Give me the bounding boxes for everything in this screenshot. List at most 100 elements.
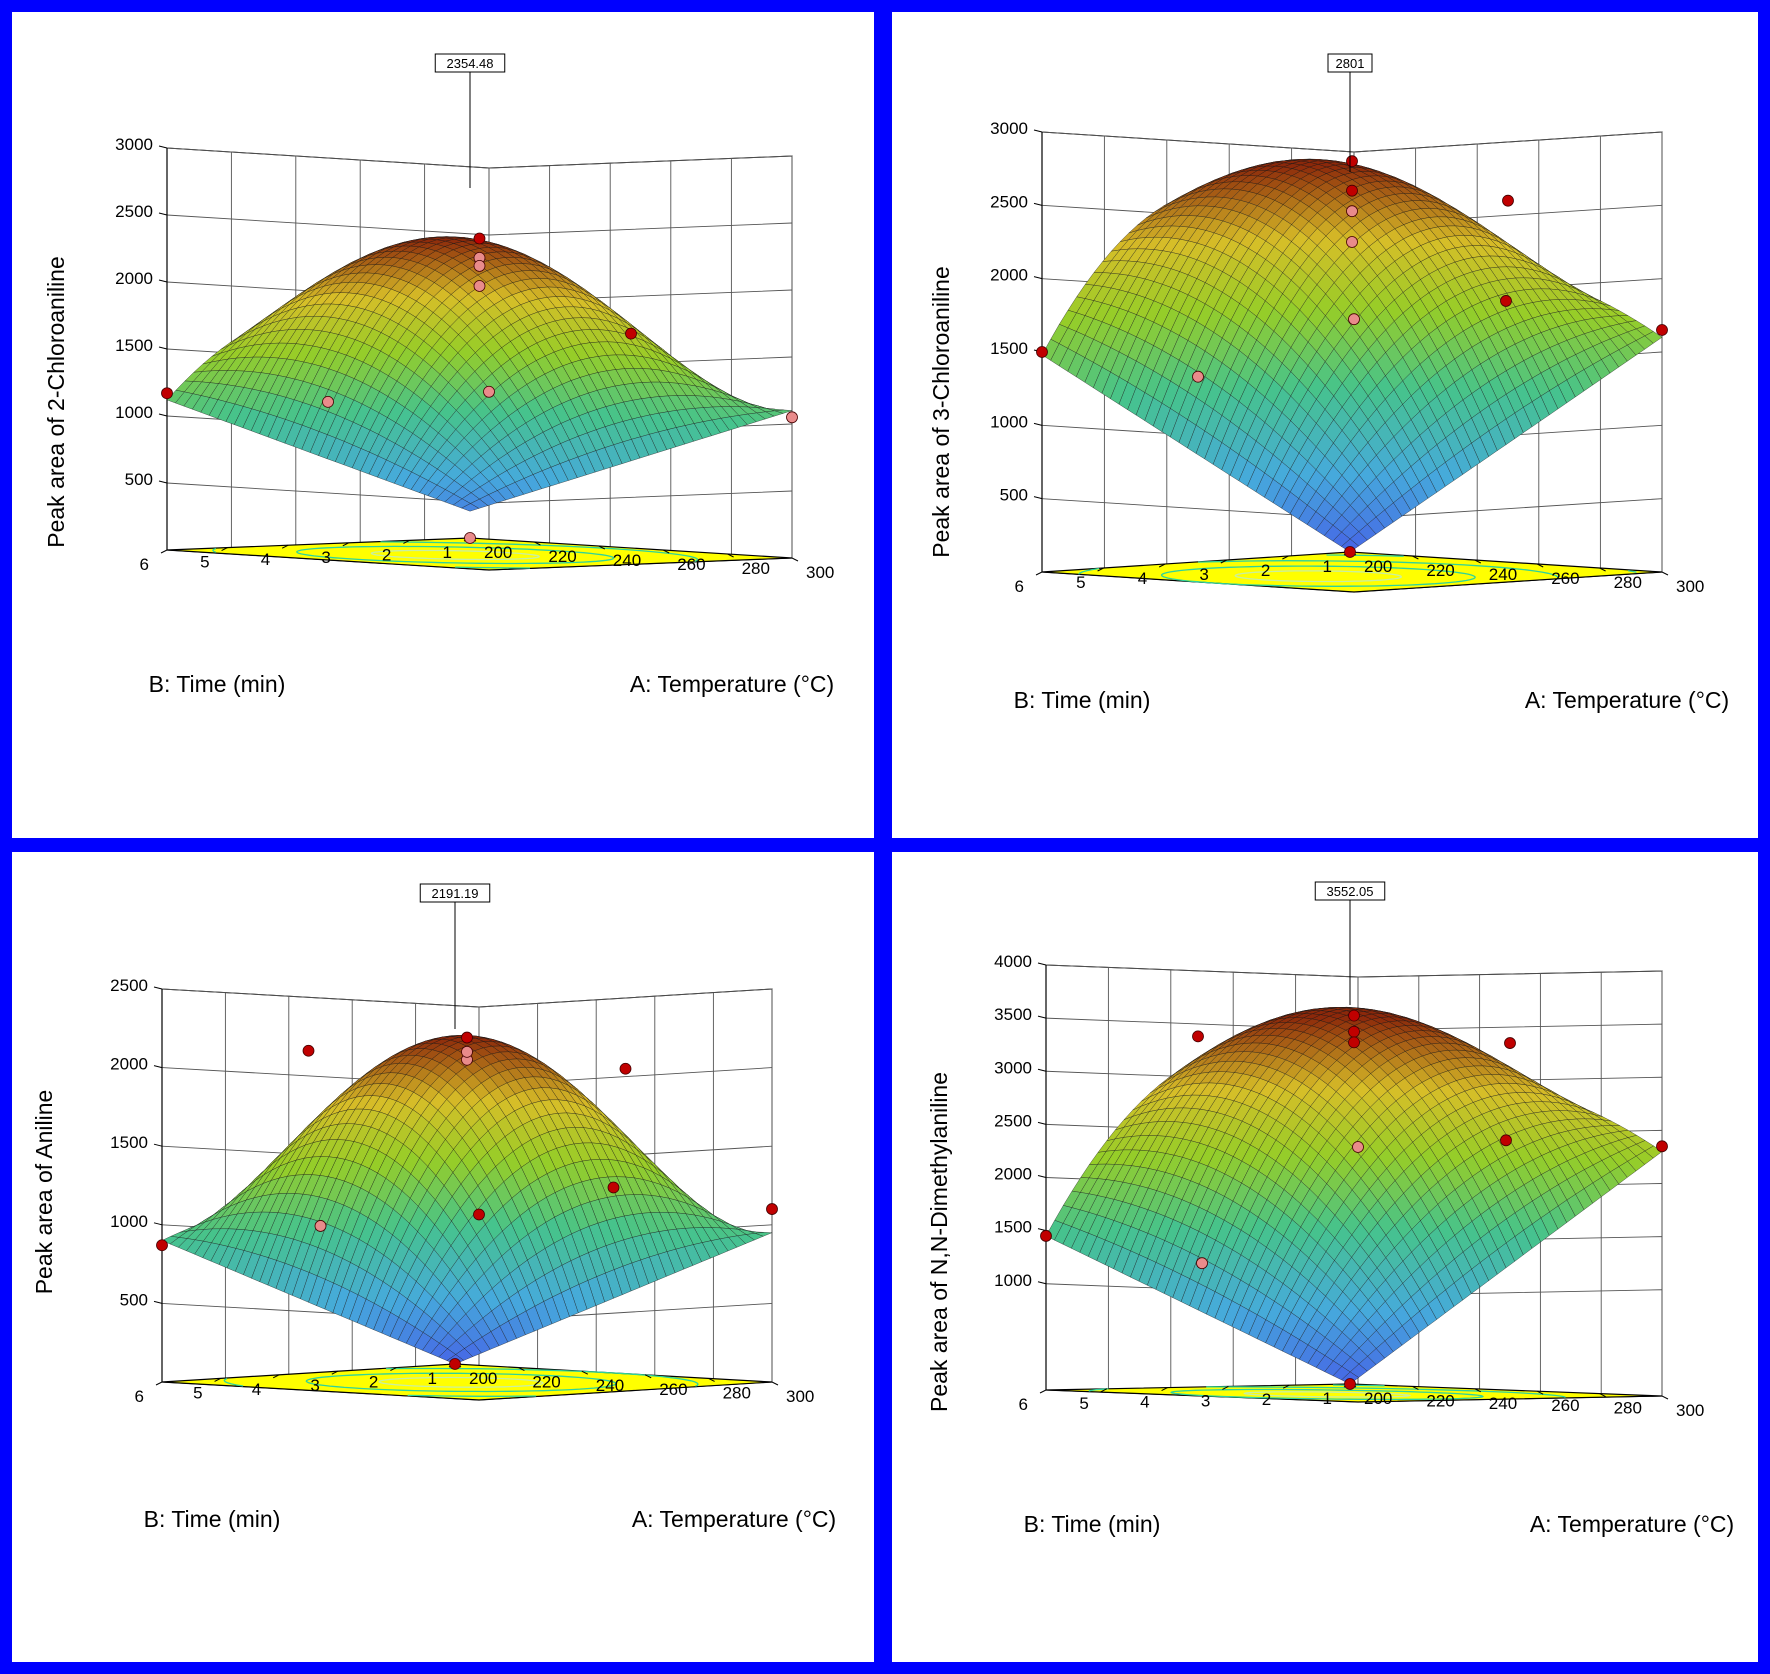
z-gridline [166, 147, 793, 169]
z-tick-label: 2000 [990, 266, 1028, 285]
x-tick-label: 300 [786, 1387, 814, 1406]
design-point [1346, 184, 1358, 197]
y-tick-label: 2 [1262, 1390, 1271, 1409]
y-axis-title: B: Time (min) [144, 1506, 281, 1532]
z-tick-label: 500 [120, 1290, 148, 1309]
design-point [625, 327, 637, 340]
y-axis-title: B: Time (min) [149, 671, 286, 697]
floor-contour [212, 541, 699, 569]
design-points [161, 232, 798, 544]
z-tick-label: 2500 [990, 192, 1028, 211]
z-tick-label: 3000 [115, 135, 153, 154]
design-point [1196, 1257, 1208, 1270]
floor-contour-plane [161, 1363, 773, 1401]
y-tick-label: 3 [1201, 1391, 1210, 1410]
floor-contour [1160, 565, 1476, 587]
max-value-label: 2191.19 [419, 883, 491, 1029]
x-tick-label: 300 [806, 563, 834, 582]
x-tick-label: 200 [1364, 1389, 1392, 1408]
x-tick-label: 260 [659, 1380, 687, 1399]
floor-contour [1234, 570, 1403, 583]
surface-chart-3-chloroaniline: 200 220 240 260 280 300 1 2 3 4 5 6 500 1000 1500 2000 2… [928, 53, 1729, 713]
x-tick-label: 300 [1676, 1401, 1704, 1420]
design-point [464, 532, 476, 544]
chart-panel-2-chloroaniline: 200 220 240 260 280 300 1 2 3 4 5 6 500 1000 1500 2000 2… [12, 12, 874, 838]
design-point [314, 1220, 327, 1232]
design-point [473, 232, 486, 245]
y-tick-label: 4 [1138, 569, 1147, 588]
design-point [1036, 346, 1048, 358]
design-point [1346, 155, 1358, 168]
y-tick-label: 1 [443, 543, 452, 562]
design-point [461, 1045, 473, 1058]
z-gridline [1041, 131, 1663, 153]
design-points [1036, 155, 1668, 558]
z-tick-label: 1500 [115, 336, 153, 355]
design-point [473, 1208, 485, 1221]
z-tick-label: 500 [125, 470, 153, 489]
z-tick-label: 2000 [115, 269, 153, 288]
design-point [1348, 1036, 1360, 1049]
response-surface [166, 236, 793, 512]
floor-contour [295, 545, 615, 565]
x-axis-title: A: Temperature (°C) [1530, 1511, 1734, 1537]
design-point [302, 1044, 315, 1057]
x-tick-label: 200 [484, 543, 512, 562]
max-value-label: 2801 [1327, 53, 1373, 172]
max-value-label: 2354.48 [434, 53, 506, 188]
floor-contour [1078, 560, 1559, 579]
floor-contour-plane [166, 537, 793, 571]
design-point [619, 1062, 632, 1075]
y-tick-label: 2 [382, 545, 391, 564]
design-point [607, 1181, 620, 1194]
x-tick-label: 280 [1614, 1399, 1642, 1418]
design-point [1352, 1141, 1364, 1153]
x-tick-label: 220 [532, 1373, 560, 1392]
max-value-label: 3552.05 [1314, 881, 1386, 1005]
floor-contour [370, 549, 541, 561]
axis-ticks: 200 220 240 260 280 300 1 2 3 4 5 6 500 1000 1500 2000 2… [110, 976, 814, 1406]
floor-contour [305, 1372, 617, 1393]
design-point [1502, 194, 1514, 207]
axis-ticks: 200 220 240 260 280 300 1 2 3 4 5 6 1000 1500 2000 2500… [994, 952, 1704, 1420]
y-tick-label: 6 [135, 1387, 144, 1406]
x-tick-label: 260 [1551, 1396, 1579, 1415]
y-tick-label: 5 [1079, 1394, 1088, 1413]
surface-chart-nn-dimethylaniline: 200 220 240 260 280 300 1 2 3 4 5 6 1000 1500 2000 2500… [926, 881, 1734, 1537]
floor-contour [223, 1367, 699, 1397]
z-axis-title: Peak area of 3-Chloroaniline [928, 266, 954, 558]
x-axis-title: A: Temperature (°C) [630, 671, 834, 697]
floor-contour [378, 1376, 544, 1388]
z-tick-label: 1500 [990, 339, 1028, 358]
response-surface [1045, 1007, 1663, 1385]
x-tick-label: 200 [469, 1369, 497, 1388]
y-tick-label: 3 [321, 548, 330, 567]
axis-ticks: 200 220 240 260 280 300 1 2 3 4 5 6 500 1000 1500 2000 2… [990, 119, 1704, 596]
x-tick-label: 300 [1676, 577, 1704, 596]
y-tick-label: 6 [1019, 1395, 1028, 1414]
y-tick-label: 6 [140, 555, 149, 574]
design-point [161, 387, 173, 400]
y-tick-label: 4 [261, 550, 270, 569]
z-tick-label: 3000 [990, 119, 1028, 138]
design-point [1346, 236, 1358, 248]
z-tick-label: 2000 [110, 1055, 148, 1074]
design-point [1192, 370, 1204, 383]
x-tick-label: 240 [1489, 1394, 1517, 1413]
x-tick-label: 260 [1551, 569, 1579, 588]
z-axis-title: Peak area of Aniline [31, 1090, 57, 1295]
design-point [1192, 1030, 1204, 1043]
y-axis-title: B: Time (min) [1024, 1511, 1161, 1537]
design-point [1344, 1378, 1356, 1390]
design-point [1656, 324, 1668, 336]
chart-panel-3-chloroaniline: 200 220 240 260 280 300 1 2 3 4 5 6 500 1000 1500 2000 2… [892, 12, 1758, 838]
max-value-text: 3552.05 [1327, 884, 1374, 899]
design-points [1040, 1009, 1668, 1390]
y-tick-label: 6 [1015, 577, 1024, 596]
z-gridline [166, 214, 793, 236]
x-axis-title: A: Temperature (°C) [632, 1506, 836, 1532]
z-gridline [1045, 964, 1663, 978]
design-point [1656, 1140, 1668, 1153]
design-point [1346, 205, 1358, 218]
